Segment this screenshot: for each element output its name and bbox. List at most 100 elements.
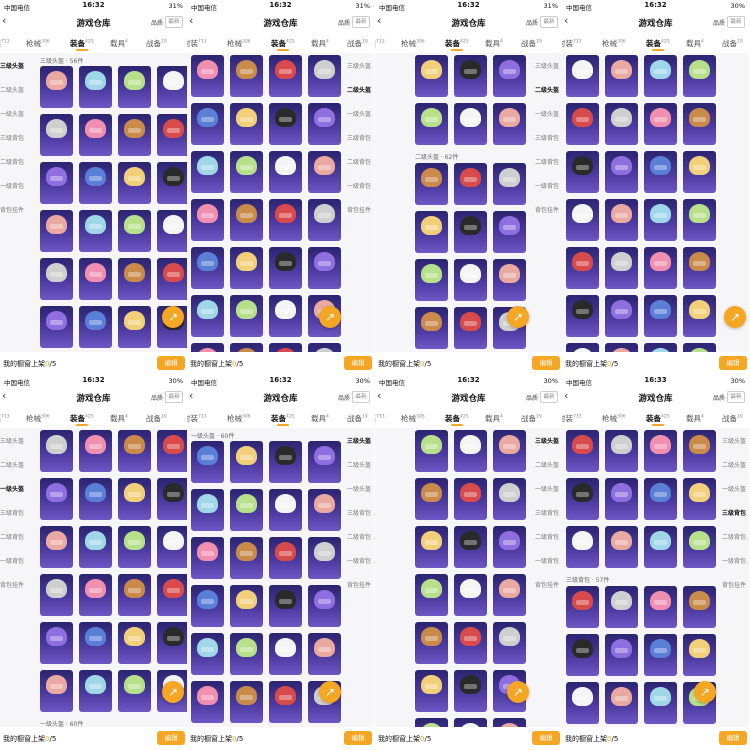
item-tile[interactable] [566, 478, 599, 520]
item-tile[interactable] [230, 441, 263, 483]
sidebar-item[interactable]: 一级背包 [0, 183, 25, 190]
item-tile[interactable] [644, 586, 677, 628]
item-tile[interactable] [269, 441, 302, 483]
item-tile[interactable] [605, 295, 638, 337]
item-tile[interactable] [79, 162, 112, 204]
item-tile[interactable] [269, 55, 302, 97]
item-tile[interactable] [40, 670, 73, 712]
item-tile[interactable] [157, 430, 187, 472]
item-tile[interactable] [269, 247, 302, 289]
item-tile[interactable] [191, 103, 224, 145]
item-tile[interactable] [415, 55, 448, 97]
edit-button[interactable]: 编辑 [157, 731, 185, 745]
item-tile[interactable] [40, 210, 73, 252]
item-tile[interactable] [191, 55, 224, 97]
item-tile[interactable] [605, 682, 638, 724]
item-tile[interactable] [230, 633, 263, 675]
edit-button[interactable]: 编辑 [532, 731, 560, 745]
tab-2[interactable]: 枪械306 [26, 413, 50, 424]
sidebar-item[interactable]: 二级头盔 [722, 462, 747, 469]
item-tile[interactable] [40, 114, 73, 156]
item-tile[interactable] [605, 430, 638, 472]
item-tile[interactable] [493, 259, 526, 301]
item-tile[interactable] [683, 295, 716, 337]
share-icon[interactable]: ↗ [162, 681, 184, 703]
item-tile[interactable] [157, 478, 187, 520]
item-tile[interactable] [269, 151, 302, 193]
quality-filter[interactable]: 品质 [337, 395, 350, 402]
tab-4[interactable]: 载具4 [485, 38, 503, 49]
item-tile[interactable] [415, 259, 448, 301]
sidebar-item[interactable]: 二级背包 [347, 534, 372, 541]
item-tile[interactable] [605, 526, 638, 568]
sort-filter[interactable]: 最新 [727, 16, 745, 28]
quality-filter[interactable]: 品质 [525, 395, 538, 402]
sidebar-item[interactable]: 三级背包 [535, 135, 560, 142]
item-tile[interactable] [454, 574, 487, 616]
item-tile[interactable] [644, 247, 677, 289]
quality-filter[interactable]: 品质 [712, 20, 725, 27]
sidebar-item[interactable]: 三级头盔 [0, 63, 25, 70]
tab-1[interactable]: 时装713 [375, 38, 385, 49]
tab-2[interactable]: 枪械306 [401, 413, 425, 424]
item-tile[interactable] [40, 478, 73, 520]
item-tile[interactable] [191, 489, 224, 531]
sidebar-item[interactable]: 二级背包 [0, 534, 25, 541]
item-tile[interactable] [230, 199, 263, 241]
item-tile[interactable] [683, 526, 716, 568]
tab-1[interactable]: 时装713 [562, 413, 582, 424]
sidebar-item[interactable]: 三级头盔 [535, 63, 560, 70]
sidebar-item[interactable]: 二级背包 [535, 534, 560, 541]
item-tile[interactable] [79, 670, 112, 712]
sidebar-item[interactable]: 背包挂件 [347, 582, 372, 589]
item-tile[interactable] [79, 114, 112, 156]
sidebar-item[interactable]: 二级背包 [0, 159, 25, 166]
item-tile[interactable] [644, 151, 677, 193]
item-tile[interactable] [605, 586, 638, 628]
sidebar-item[interactable]: 三级头盔 [0, 438, 25, 445]
item-tile[interactable] [269, 585, 302, 627]
item-tile[interactable] [40, 162, 73, 204]
share-icon[interactable]: ↗ [162, 306, 184, 328]
item-tile[interactable] [79, 622, 112, 664]
item-tile[interactable] [79, 478, 112, 520]
item-tile[interactable] [308, 151, 341, 193]
tab-5[interactable]: 战备19 [521, 413, 542, 424]
item-tile[interactable] [454, 55, 487, 97]
item-tile[interactable] [454, 430, 487, 472]
sidebar-item[interactable]: 三级背包 [347, 510, 372, 517]
quality-filter[interactable]: 品质 [150, 395, 163, 402]
item-tile[interactable] [191, 199, 224, 241]
item-tile[interactable] [644, 430, 677, 472]
item-tile[interactable] [683, 634, 716, 676]
item-tile[interactable] [683, 478, 716, 520]
item-tile[interactable] [157, 258, 187, 300]
sidebar-item[interactable]: 一级头盔 [535, 486, 560, 493]
sidebar-item[interactable]: 背包挂件 [535, 207, 560, 214]
item-tile[interactable] [493, 163, 526, 205]
item-tile[interactable] [683, 55, 716, 97]
item-tile[interactable] [118, 622, 151, 664]
item-tile[interactable] [415, 307, 448, 349]
item-tile[interactable] [454, 103, 487, 145]
item-tile[interactable] [230, 151, 263, 193]
item-tile[interactable] [415, 622, 448, 664]
item-tile[interactable] [191, 633, 224, 675]
item-tile[interactable] [230, 55, 263, 97]
sidebar-item[interactable]: 一级背包 [722, 558, 747, 565]
item-tile[interactable] [644, 199, 677, 241]
tab-5[interactable]: 战备19 [347, 413, 368, 424]
item-tile[interactable] [415, 430, 448, 472]
item-tile[interactable] [415, 163, 448, 205]
item-tile[interactable] [415, 670, 448, 712]
item-tile[interactable] [644, 295, 677, 337]
sidebar-item[interactable]: 一级背包 [535, 183, 560, 190]
sidebar-item[interactable]: 一级背包 [347, 183, 372, 190]
item-tile[interactable] [79, 306, 112, 348]
item-tile[interactable] [157, 622, 187, 664]
tab-5[interactable]: 战备19 [347, 38, 368, 49]
item-tile[interactable] [644, 634, 677, 676]
sidebar-item[interactable]: 背包挂件 [722, 582, 747, 589]
share-icon[interactable]: ↗ [694, 681, 716, 703]
item-tile[interactable] [644, 478, 677, 520]
